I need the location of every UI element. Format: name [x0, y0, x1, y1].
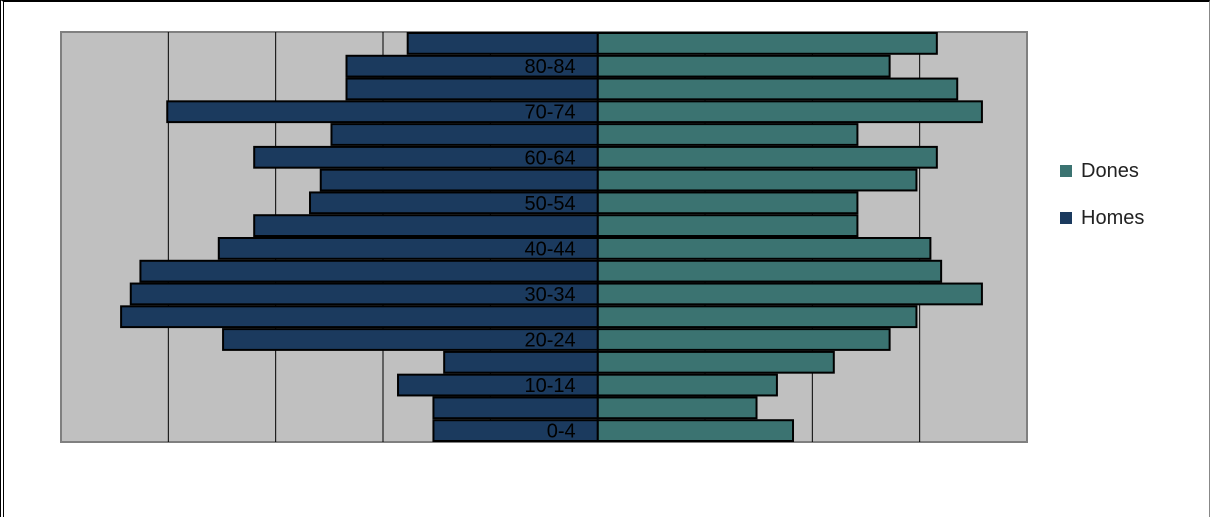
- bar-dones-0-4: [596, 419, 795, 443]
- bar-dones-40-44: [596, 237, 932, 260]
- bar-dones-85+: [596, 32, 938, 55]
- bar-homes-5-9: [432, 396, 599, 420]
- bar-homes-60-64: [253, 145, 599, 169]
- category-label: 60-64: [525, 147, 576, 169]
- bar-dones-5-9: [596, 396, 758, 420]
- category-label: 40-44: [525, 238, 576, 260]
- bar-homes-30-34: [129, 282, 599, 306]
- bar-dones-30-34: [596, 282, 983, 306]
- legend: Dones Homes: [1060, 158, 1144, 252]
- bar-homes-25-29: [120, 305, 599, 329]
- bar-dones-75-79: [596, 77, 959, 101]
- bar-homes-15-19: [443, 350, 599, 374]
- bars: [120, 32, 983, 443]
- bar-homes-35-39: [139, 259, 599, 283]
- bar-dones-55-59: [596, 168, 918, 192]
- category-label: 10-14: [525, 375, 576, 397]
- bar-homes-50-54: [309, 191, 599, 215]
- bar-dones-70-74: [596, 100, 983, 124]
- bar-dones-10-14: [596, 373, 778, 397]
- legend-item-homes: Homes: [1060, 205, 1144, 231]
- bar-homes-85+: [406, 32, 599, 55]
- category-label: 0-4: [547, 421, 576, 443]
- bar-dones-80-84: [596, 54, 891, 78]
- bar-dones-25-29: [596, 305, 918, 329]
- category-label: 30-34: [525, 284, 576, 306]
- bar-dones-60-64: [596, 145, 938, 169]
- bar-homes-40-44: [217, 237, 599, 260]
- category-label: 80-84: [525, 56, 576, 78]
- bar-dones-50-54: [596, 191, 859, 215]
- bar-dones-35-39: [596, 259, 943, 283]
- legend-label-dones: Dones: [1081, 159, 1139, 182]
- category-labels: 0-4 10-14 20-24 30-34 40-44 50-54 60-64 70-74 80…: [525, 56, 576, 442]
- bar-dones-45-49: [596, 214, 859, 238]
- category-label: 50-54: [525, 193, 576, 215]
- bar-homes-55-59: [319, 168, 599, 192]
- bar-homes-65-69: [330, 123, 599, 146]
- bar-homes-0-4: [432, 419, 599, 443]
- bar-homes-20-24: [222, 328, 599, 351]
- bar-homes-75-79: [345, 77, 599, 101]
- bar-homes-80-84: [345, 54, 599, 78]
- bar-homes-70-74: [166, 100, 599, 124]
- legend-swatch-homes: [1060, 212, 1072, 224]
- legend-swatch-dones: [1060, 165, 1072, 177]
- legend-item-dones: Dones: [1060, 158, 1144, 184]
- bar-dones-65-69: [596, 123, 859, 146]
- bar-dones-15-19: [596, 350, 835, 374]
- legend-label-homes: Homes: [1081, 206, 1145, 229]
- bar-homes-10-14: [397, 373, 599, 397]
- bar-dones-20-24: [596, 328, 891, 351]
- bar-homes-45-49: [253, 214, 599, 238]
- category-label: 20-24: [525, 330, 576, 352]
- category-label: 70-74: [525, 102, 576, 124]
